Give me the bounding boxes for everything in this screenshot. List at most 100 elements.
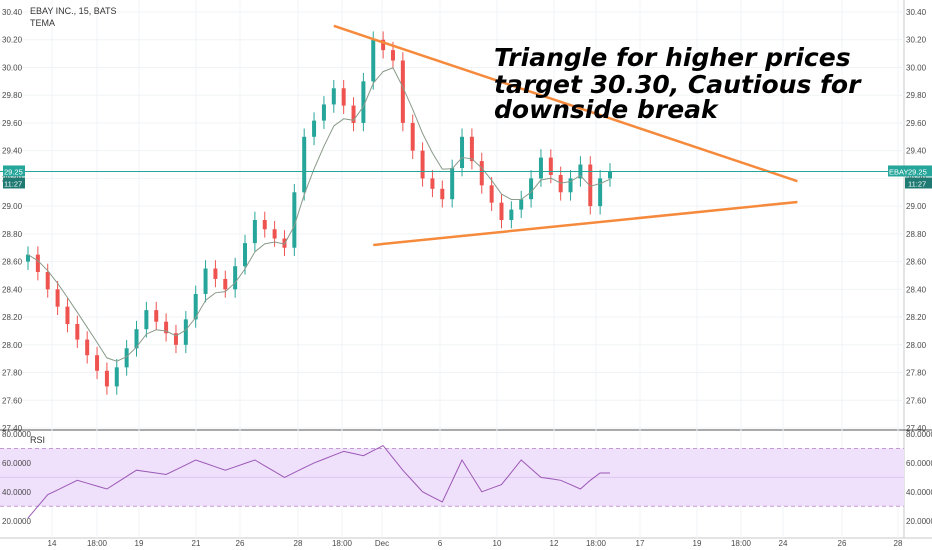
price-tick-label: 29.80 xyxy=(906,91,927,100)
time-tick-label: Dec xyxy=(375,539,389,548)
last-price-value-left: 29.25 xyxy=(4,167,23,176)
candle-body xyxy=(400,60,405,123)
price-tick-label: 30.00 xyxy=(906,63,927,72)
last-price-tag-left xyxy=(3,165,25,177)
rsi-tick-label-left: 80.0000 xyxy=(2,430,31,439)
candle-body xyxy=(124,348,129,368)
candle-body xyxy=(164,321,169,334)
candle-body xyxy=(85,339,90,356)
candle-body xyxy=(262,220,267,230)
trendline-lower xyxy=(373,200,798,247)
time-tick-label: 24 xyxy=(779,539,788,548)
price-tick-label-left: 29.40 xyxy=(2,147,23,156)
candle-body xyxy=(173,333,178,345)
candle-body xyxy=(529,178,534,200)
price-tick-label: 30.20 xyxy=(906,36,927,45)
candle-body xyxy=(450,168,455,200)
price-tick-label-left: 27.80 xyxy=(2,369,23,378)
rsi-tick-label: 60.0000 xyxy=(906,459,932,468)
candle-body xyxy=(55,289,60,307)
candle-body xyxy=(223,278,228,290)
time-axis: 14 18:00 19 21 26 28 18:00 Dec 6 10 12 18:00 17 19 18:… xyxy=(48,539,903,548)
price-tick-label-left: 29.80 xyxy=(2,91,23,100)
time-tick-label: 14 xyxy=(48,539,57,548)
candle-body xyxy=(45,272,50,290)
candle-body xyxy=(430,178,435,189)
price-tick-label-left: 29.60 xyxy=(2,119,23,128)
price-tick-label: 28.20 xyxy=(906,313,927,322)
time-tick-label: 18:00 xyxy=(87,539,108,548)
price-tick-label: 29.60 xyxy=(906,119,927,128)
candle-body xyxy=(568,178,573,193)
candles xyxy=(26,31,612,395)
candle-body xyxy=(440,188,445,200)
candle-body xyxy=(213,268,218,279)
candle-body xyxy=(341,88,346,106)
price-tick-label-left: 30.00 xyxy=(2,63,23,72)
annotation-line-1: Triangle for higher prices xyxy=(494,43,851,72)
price-tick-label-left: 27.40 xyxy=(2,424,23,433)
rsi-tick-label-left: 40.0000 xyxy=(2,488,31,497)
price-tick-label-left: 27.60 xyxy=(2,396,23,405)
rsi-tick-label: 40.0000 xyxy=(906,488,932,497)
candle-body xyxy=(154,310,159,322)
candle-body xyxy=(420,150,425,179)
candle-body xyxy=(302,136,307,193)
rsi-label: RSI xyxy=(30,435,45,445)
price-tick-label: 27.60 xyxy=(906,396,927,405)
candle-body xyxy=(292,192,297,248)
time-tick-label: 21 xyxy=(192,539,201,548)
rsi-band xyxy=(0,447,904,507)
time-tick-label: 12 xyxy=(550,539,559,548)
candle-body xyxy=(548,157,553,175)
tema-path xyxy=(27,67,611,362)
rsi-tick-label-left: 20.0000 xyxy=(2,517,31,526)
candle-body xyxy=(509,209,514,220)
price-tick-label-left: 28.20 xyxy=(2,313,23,322)
price-tick-label-left: 30.40 xyxy=(2,8,23,17)
rsi-path xyxy=(27,444,610,519)
candle-body xyxy=(75,324,80,340)
time-tick-label: 17 xyxy=(636,539,645,548)
candle-body xyxy=(460,136,465,168)
candle-body xyxy=(538,157,543,179)
price-tick-label-left: 28.00 xyxy=(2,341,23,350)
last-price-value-right: 29.25 xyxy=(908,167,927,176)
candle-body xyxy=(588,164,593,207)
rsi-line xyxy=(27,444,610,519)
candle-body xyxy=(243,243,248,267)
candle-body xyxy=(321,104,326,121)
candle-body xyxy=(95,355,100,371)
chart-title: EBAY INC., 15, BATS xyxy=(30,6,117,16)
annotation-line-2: target 30.30, Cautious for xyxy=(494,70,862,99)
candle-body xyxy=(65,306,70,324)
candle-body xyxy=(312,120,317,137)
symbol-tag xyxy=(888,165,905,177)
time-tick-label: 10 xyxy=(493,539,502,548)
candle-body xyxy=(499,202,504,220)
price-tick-label: 29.40 xyxy=(906,147,927,156)
price-axis: 30.40 30.40 30.20 30.20 30.00 30.00 29.80 29.80… xyxy=(2,8,932,526)
time-tick-label: 28 xyxy=(894,539,903,548)
time-tick-label: 18:00 xyxy=(586,539,607,548)
price-tick-label: 28.00 xyxy=(906,341,927,350)
candle-body xyxy=(134,329,139,349)
rsi-tick-label-left: 60.0000 xyxy=(2,459,31,468)
price-tick-label: 30.40 xyxy=(906,8,927,17)
annotation-line-3: downside break xyxy=(494,95,719,124)
candle-body xyxy=(193,293,198,320)
candle-body xyxy=(272,229,277,239)
candle-body xyxy=(203,268,208,294)
countdown-value-left: 11:27 xyxy=(4,179,22,188)
time-tick-label: 28 xyxy=(294,539,303,548)
last-price-tag-right xyxy=(905,165,932,177)
symbol-tag-label: EBAY xyxy=(889,167,908,176)
rsi-tick-label: 20.0000 xyxy=(906,517,932,526)
candle-body xyxy=(371,39,376,82)
candle-body xyxy=(114,367,119,387)
price-tick-label: 27.80 xyxy=(906,369,927,378)
candle-body xyxy=(489,185,494,203)
candle-body xyxy=(469,136,474,162)
